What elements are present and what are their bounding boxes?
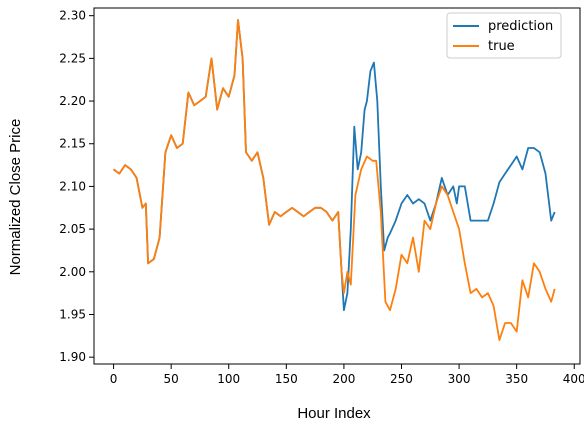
x-tick-label: 100 <box>217 372 240 386</box>
x-tick-label: 350 <box>505 372 528 386</box>
x-axis-ticks: 0 50 100 150 200 250 300 350 400 <box>110 364 584 386</box>
legend-label-prediction: prediction <box>488 19 553 34</box>
y-tick-label: 2.20 <box>59 94 86 108</box>
y-tick-label: 2.05 <box>59 222 86 236</box>
x-tick-label: 250 <box>390 372 413 386</box>
x-tick-label: 300 <box>448 372 471 386</box>
y-axis-ticks: 1.90 1.95 2.00 2.05 2.10 2.15 2.20 2.25 2.30 <box>59 9 94 364</box>
x-tick-label: 50 <box>164 372 179 386</box>
series-line-true <box>113 19 556 341</box>
y-tick-label: 2.25 <box>59 51 86 65</box>
x-tick-label: 0 <box>110 372 118 386</box>
y-tick-label: 1.90 <box>59 350 86 364</box>
series-layer <box>113 19 556 341</box>
legend: prediction true <box>446 12 562 59</box>
y-axis-title: Normalized Close Price <box>7 119 24 276</box>
x-axis-title: Hour Index <box>297 405 371 422</box>
plot-area <box>93 7 581 365</box>
legend-label-true: true <box>488 39 515 54</box>
y-tick-label: 1.95 <box>59 307 86 321</box>
y-tick-label: 2.00 <box>59 265 86 279</box>
y-tick-label: 2.15 <box>59 137 86 151</box>
x-tick-label: 200 <box>332 372 355 386</box>
y-tick-label: 2.10 <box>59 179 86 193</box>
x-tick-label: 400 <box>563 372 584 386</box>
x-tick-label: 150 <box>275 372 298 386</box>
y-tick-label: 2.30 <box>59 9 86 23</box>
